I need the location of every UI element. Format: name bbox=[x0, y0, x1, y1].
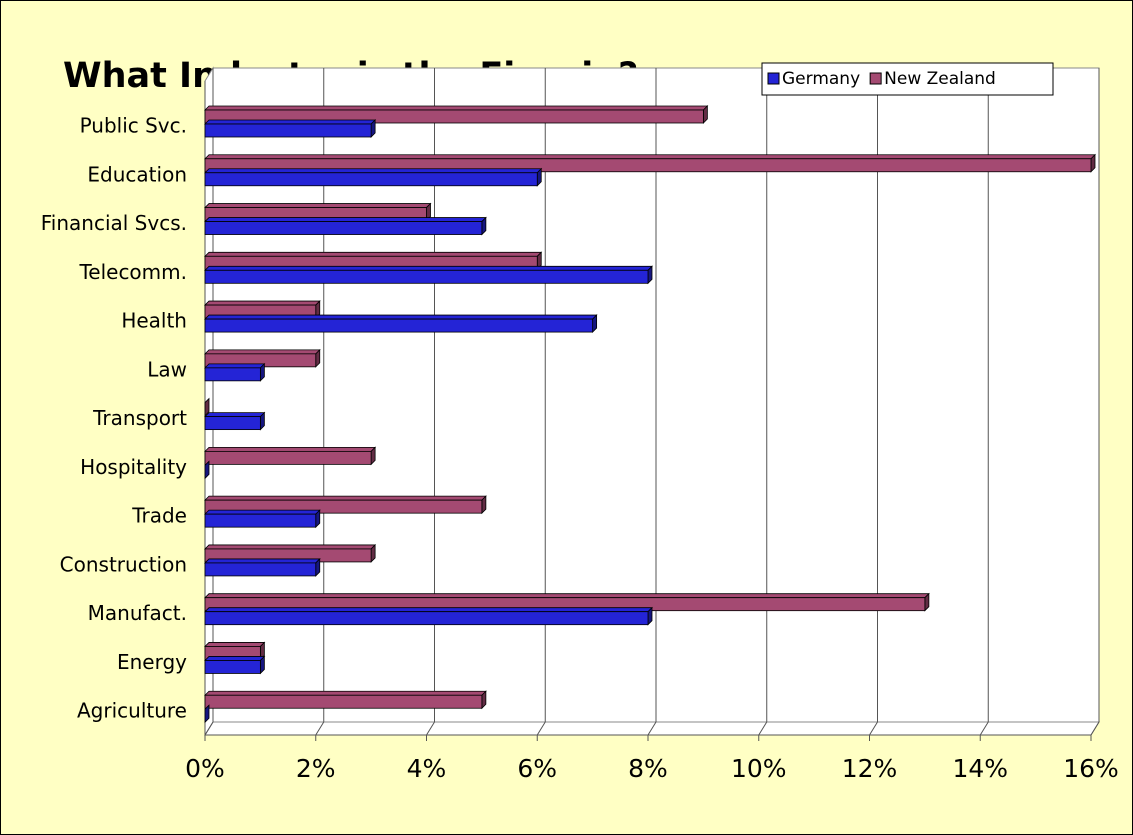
bar-front bbox=[204, 123, 372, 138]
grid-line bbox=[647, 68, 657, 736]
bar-top bbox=[204, 656, 266, 661]
bar-front bbox=[204, 221, 483, 235]
bar-top bbox=[204, 251, 543, 257]
y-tick-label: Education bbox=[87, 162, 187, 186]
grid-line bbox=[758, 68, 768, 736]
bar-front bbox=[204, 318, 594, 333]
bar-top bbox=[204, 642, 266, 647]
bar-top bbox=[204, 217, 487, 222]
bar-front bbox=[204, 367, 261, 382]
bar-top bbox=[204, 446, 377, 452]
bar-top bbox=[204, 154, 1096, 160]
bar-front bbox=[204, 611, 649, 626]
legend-swatch bbox=[869, 72, 882, 85]
bar-front bbox=[204, 660, 261, 674]
x-tick-label: 0% bbox=[185, 754, 225, 783]
y-tick-label: Transport bbox=[92, 406, 187, 430]
x-tick-label: 2% bbox=[296, 754, 336, 783]
bar-top bbox=[204, 607, 653, 613]
bar bbox=[204, 606, 653, 626]
y-tick-label: Construction bbox=[60, 552, 187, 576]
grid-line bbox=[315, 68, 325, 736]
grid-line bbox=[1090, 68, 1100, 736]
bar-top bbox=[204, 544, 377, 550]
x-tick-label: 8% bbox=[628, 754, 668, 783]
bar-side bbox=[204, 397, 210, 417]
grid-line bbox=[869, 68, 878, 736]
bar-top bbox=[204, 412, 266, 418]
legend-label: Germany bbox=[782, 69, 860, 89]
bar-front bbox=[204, 450, 372, 465]
bar bbox=[204, 509, 321, 529]
bar bbox=[204, 167, 543, 187]
bar-top bbox=[204, 363, 266, 369]
bar bbox=[204, 314, 598, 334]
bar bbox=[204, 446, 377, 466]
bar-top bbox=[204, 349, 321, 355]
bar bbox=[204, 397, 210, 417]
grid-line bbox=[204, 68, 214, 736]
y-tick-label: Manufact. bbox=[88, 601, 187, 625]
x-tick-label: 6% bbox=[517, 754, 557, 783]
bar-top bbox=[204, 509, 321, 515]
bar bbox=[204, 704, 210, 724]
bar-front bbox=[204, 694, 483, 709]
legend-box bbox=[761, 62, 1054, 96]
bar bbox=[204, 265, 653, 285]
bar-side bbox=[204, 704, 210, 724]
bar bbox=[204, 690, 487, 710]
x-tick-label: 14% bbox=[952, 754, 1008, 783]
bar-top bbox=[204, 593, 930, 599]
bar-top bbox=[204, 495, 487, 501]
bar bbox=[204, 411, 266, 431]
grid-line bbox=[426, 68, 435, 736]
bar-top bbox=[204, 105, 709, 111]
bar-top bbox=[204, 300, 321, 306]
bar-top bbox=[204, 690, 487, 696]
bar-front bbox=[204, 416, 261, 431]
y-tick-label: Trade bbox=[131, 504, 187, 528]
bar-top bbox=[204, 168, 543, 174]
bar bbox=[204, 460, 210, 480]
legend-swatch bbox=[767, 72, 780, 85]
x-tick-label: 4% bbox=[407, 754, 447, 783]
bar-front bbox=[204, 269, 649, 284]
legend-label: New Zealand bbox=[884, 69, 996, 89]
x-tick-label: 16% bbox=[1063, 754, 1119, 783]
bar-top bbox=[204, 119, 377, 125]
bar-top bbox=[204, 558, 321, 564]
bar-side bbox=[204, 460, 210, 480]
bar bbox=[204, 557, 321, 577]
y-tick-label: Law bbox=[147, 357, 187, 381]
bar bbox=[204, 216, 487, 236]
bar bbox=[204, 362, 266, 382]
x-tick-label: 12% bbox=[842, 754, 898, 783]
bar-front bbox=[204, 513, 317, 528]
bar bbox=[204, 655, 266, 675]
y-tick-label: Health bbox=[121, 309, 187, 333]
bar bbox=[204, 119, 377, 138]
y-tick-label: Public Svc. bbox=[80, 114, 187, 138]
y-tick-label: Telecomm. bbox=[78, 260, 187, 284]
y-tick-label: Agriculture bbox=[77, 699, 187, 723]
bar-top bbox=[204, 203, 432, 208]
grid-line bbox=[979, 68, 989, 736]
y-tick-label: Energy bbox=[117, 650, 187, 674]
grid-line bbox=[536, 68, 546, 736]
bar-top bbox=[204, 314, 598, 320]
y-tick-label: Financial Svcs. bbox=[41, 211, 187, 235]
bar-front bbox=[204, 562, 317, 577]
y-tick-label: Hospitality bbox=[80, 455, 187, 479]
bar-front bbox=[204, 172, 538, 187]
bar-top bbox=[204, 265, 653, 271]
x-tick-label: 10% bbox=[731, 754, 787, 783]
